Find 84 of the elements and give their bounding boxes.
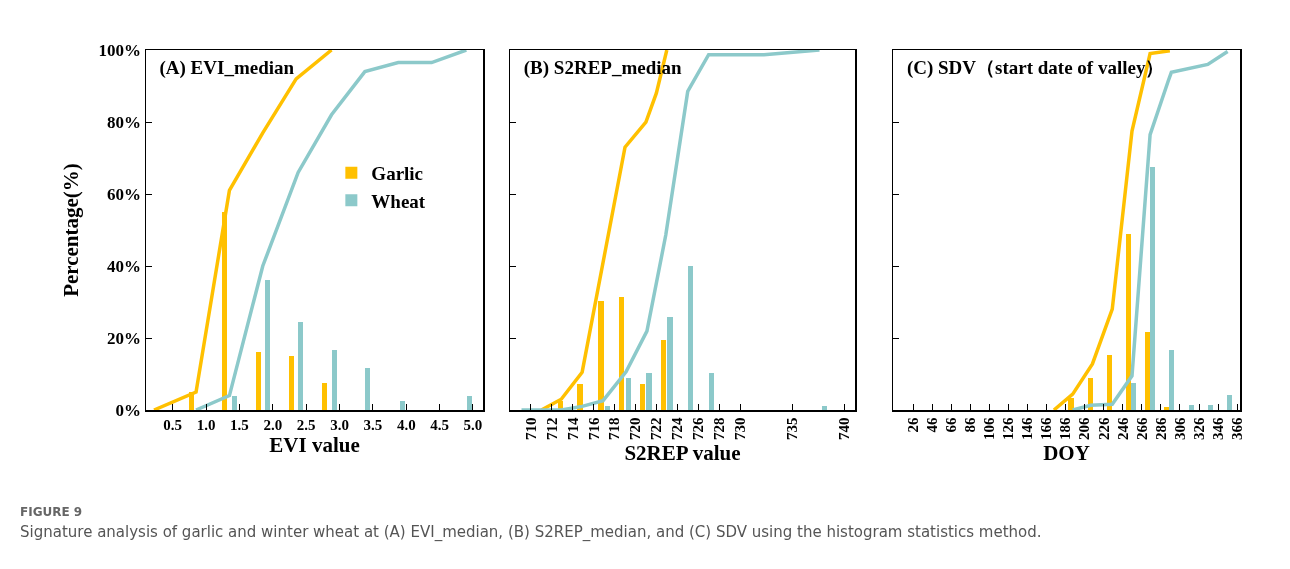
x-tick-label: 720 (627, 417, 644, 440)
legend-label: Garlic (371, 163, 424, 185)
bar (1145, 332, 1151, 410)
x-tick-label: 726 (690, 417, 707, 440)
x-tick-label: 126 (1000, 417, 1017, 440)
x-tick-label: 1.0 (196, 416, 216, 433)
x-tick-label: 718 (606, 417, 623, 440)
x-tick-label: 2.5 (296, 416, 316, 433)
x-tick-label: 146 (1019, 417, 1036, 440)
bar (1169, 349, 1175, 410)
bar (688, 266, 694, 410)
y-axis-title: Percentage(%) (59, 163, 83, 297)
x-tick-label: 0.5 (163, 416, 183, 433)
bar (1207, 405, 1213, 410)
bar (667, 316, 673, 410)
bar (619, 297, 625, 410)
x-tick-label: 4.5 (430, 416, 449, 433)
y-tick-label: 100% (98, 40, 142, 60)
x-tick-label: 306 (1171, 417, 1188, 440)
x-tick-label: 326 (1190, 417, 1207, 440)
bar (365, 368, 371, 410)
x-tick-label: 735 (784, 417, 801, 440)
x-axis-title: EVI value (269, 433, 360, 458)
bar (646, 372, 652, 410)
x-tick-label: 740 (836, 417, 853, 440)
bar (822, 405, 828, 410)
x-tick-label: 186 (1057, 417, 1074, 440)
x-tick-label: 286 (1152, 417, 1169, 440)
bar (1126, 233, 1132, 410)
x-tick-label: 3.5 (363, 416, 383, 433)
bar (255, 352, 261, 410)
y-tick-label: 40% (107, 256, 142, 276)
line-series (152, 50, 334, 410)
x-tick-label: 86 (962, 417, 979, 433)
x-tick-label: 3.0 (330, 416, 349, 433)
x-tick-label: 166 (1038, 417, 1055, 440)
x-tick-label: 2.0 (263, 416, 283, 433)
x-axis-title: DOY (1043, 440, 1090, 465)
bar (288, 356, 294, 410)
text: Signature analysis of garlic and winter wheat at (A) EVI_median, (B) S2REP_median, and (C) SDV using the histogram statistics method. (20, 523, 1043, 541)
x-tick-label: 66 (943, 417, 960, 433)
chart-title: (A) EVI_median (159, 57, 295, 80)
y-tick-label: 0% (115, 400, 142, 420)
bar (661, 339, 667, 410)
y-tick-label: 80% (107, 112, 142, 132)
legend-label: Wheat (371, 190, 426, 212)
x-tick-label: 226 (1095, 417, 1112, 440)
x-tick-label: 1.5 (230, 416, 249, 433)
y-tick-label: 20% (107, 328, 142, 348)
x-tick-label: 712 (543, 417, 560, 440)
bar (467, 396, 473, 410)
bar (1226, 395, 1232, 410)
x-tick-label: 5.0 (463, 416, 483, 433)
bar (1106, 354, 1113, 410)
x-tick-label: 366 (1229, 417, 1246, 440)
x-tick-label: 266 (1133, 417, 1150, 440)
caption: FIGURE 9 (20, 505, 84, 519)
bar (331, 349, 337, 410)
y-tick-label: 60% (107, 184, 142, 204)
x-tick-label: 722 (648, 417, 665, 440)
bar (400, 401, 406, 410)
x-tick-label: 716 (585, 417, 602, 440)
bar (640, 383, 646, 410)
bar (264, 280, 270, 410)
x-tick-label: 46 (923, 417, 940, 433)
x-axis-title: S2REP value (624, 440, 741, 465)
bar (604, 405, 610, 410)
bar (1188, 405, 1194, 410)
bar (1131, 382, 1137, 410)
x-tick-label: 710 (522, 417, 539, 440)
x-tick-label: 728 (710, 417, 727, 440)
bar (322, 383, 328, 410)
x-tick-label: 4.0 (396, 416, 416, 433)
bar (298, 321, 304, 410)
x-tick-label: 106 (981, 417, 998, 440)
x-tick-label: 206 (1076, 417, 1093, 440)
x-tick-label: 724 (669, 417, 686, 440)
x-tick-label: 714 (564, 417, 581, 440)
x-tick-label: 246 (1114, 417, 1131, 440)
x-tick-label: 346 (1209, 417, 1226, 440)
bar (625, 377, 631, 410)
x-tick-label: 26 (904, 417, 921, 433)
bar (709, 372, 715, 410)
x-tick-label: 730 (731, 417, 748, 440)
